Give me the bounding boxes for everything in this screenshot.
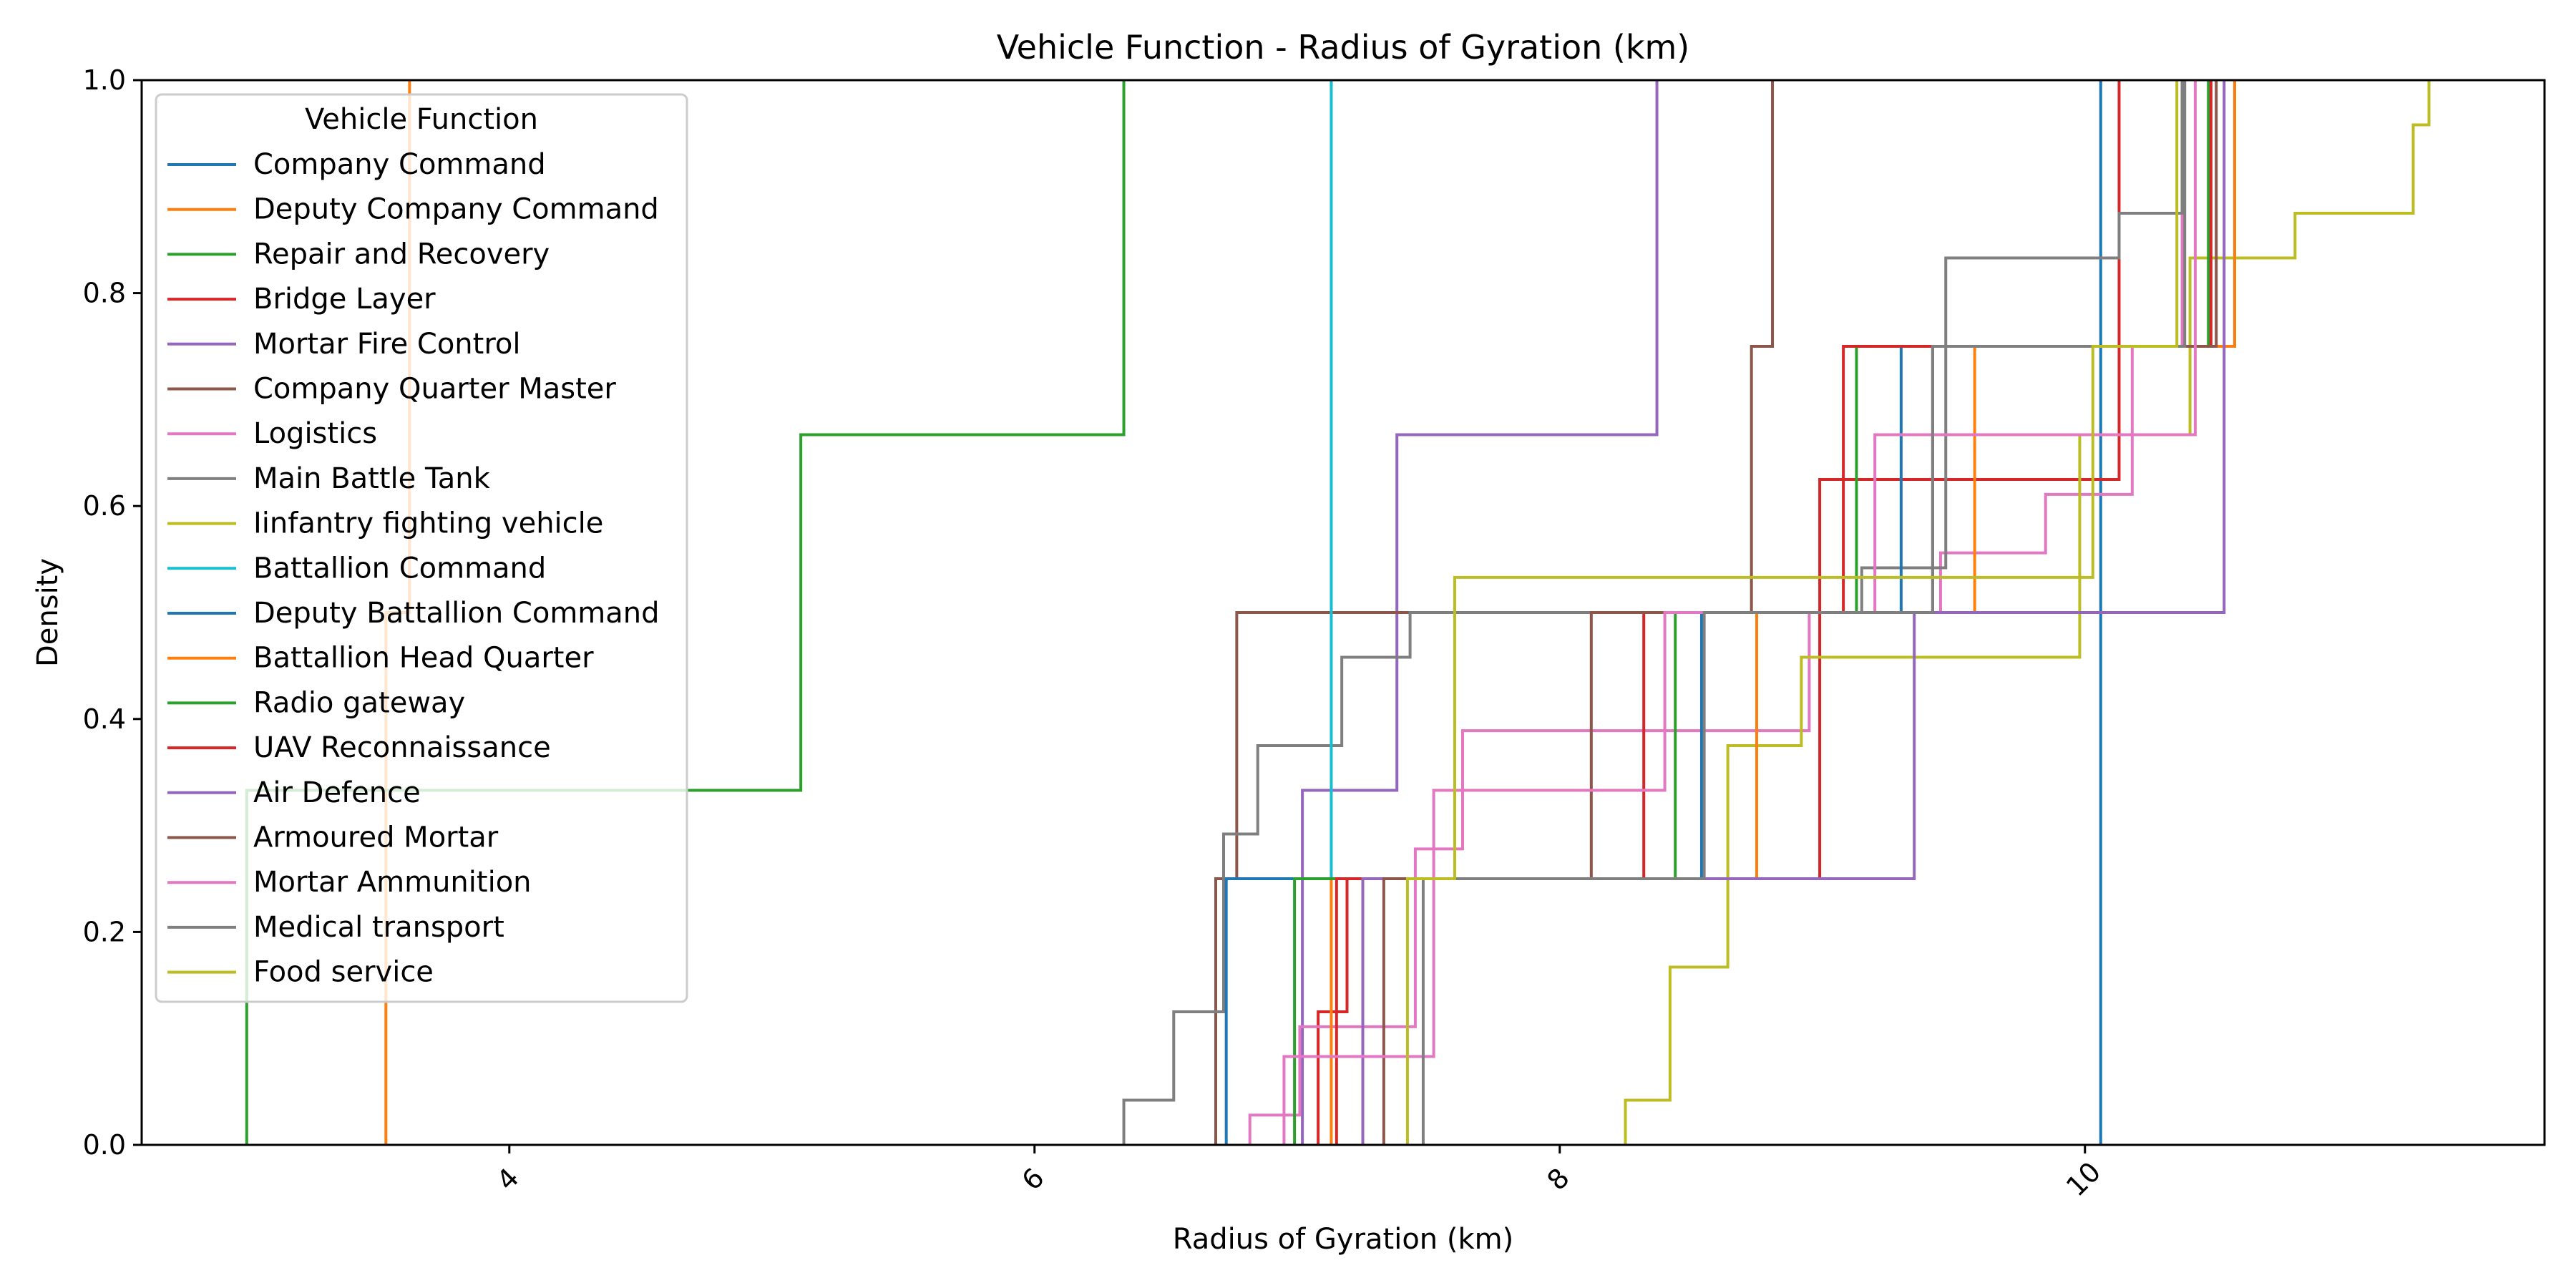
y-axis-label: Density: [31, 558, 64, 667]
legend-label: Mortar Ammunition: [253, 866, 532, 899]
legend-label: Mortar Fire Control: [253, 328, 520, 361]
legend-item: Logistics: [167, 417, 377, 450]
legend-label: Bridge Layer: [253, 283, 436, 316]
legend-label: Logistics: [253, 417, 377, 450]
legend-label: Food service: [253, 956, 434, 989]
series-line-8: [1624, 80, 2431, 1145]
x-axis-ticks: 4 6 8 10: [491, 1145, 2107, 1203]
legend-label: Air Defence: [253, 776, 421, 809]
legend-item: Iinfantry fighting vehicle: [167, 507, 603, 540]
y-axis-ticks: 0.0 0.2 0.4 0.6 0.8 1.0: [83, 64, 142, 1161]
legend-label: UAV Reconnaissance: [253, 731, 551, 764]
y-tick-label: 0.2: [83, 916, 126, 947]
legend-label: Repair and Recovery: [253, 238, 550, 270]
x-tick-label: 6: [1016, 1162, 1050, 1196]
legend-item: Company Command: [167, 148, 546, 181]
legend-item: Company Quarter Master: [167, 373, 616, 406]
series-line-7: [1122, 80, 2184, 1145]
legend-item: Main Battle Tank: [167, 462, 491, 495]
legend-item: Mortar Fire Control: [167, 328, 520, 361]
legend-item: Deputy Company Command: [167, 193, 659, 226]
legend-item: Battallion Command: [167, 552, 546, 585]
legend-item: Deputy Battallion Command: [167, 597, 660, 630]
legend-label: Battallion Command: [253, 552, 546, 585]
legend-item: UAV Reconnaissance: [167, 731, 551, 764]
legend-box: [155, 93, 688, 1003]
legend-label: Deputy Battallion Command: [253, 597, 660, 630]
x-axis-label: Radius of Gyration (km): [1173, 1223, 1513, 1256]
y-tick-label: 0.8: [83, 278, 126, 309]
series-line-18: [1405, 80, 2179, 1145]
legend-label: Medical transport: [253, 911, 504, 944]
legend: Vehicle Function Company Command Deputy C…: [155, 93, 688, 1003]
x-tick-label: 8: [1541, 1162, 1576, 1196]
legend-label: Radio gateway: [253, 686, 465, 719]
plot-frame: [140, 79, 2546, 1146]
series-line-16: [1282, 80, 2197, 1145]
legend-label: Company Command: [253, 148, 546, 181]
legend-label: Iinfantry fighting vehicle: [253, 507, 603, 540]
y-tick-label: 1.0: [83, 64, 126, 96]
plot-lines: [245, 80, 2431, 1145]
legend-label: Company Quarter Master: [253, 373, 616, 406]
legend-item: Repair and Recovery: [167, 238, 550, 270]
y-tick-label: 0.6: [83, 490, 126, 522]
legend-item: Battallion Head Quarter: [167, 642, 594, 675]
legend-item: Medical transport: [167, 911, 504, 944]
legend-label: Battallion Head Quarter: [253, 642, 594, 675]
y-tick-label: 0.0: [83, 1129, 126, 1161]
chart-title: Vehicle Function - Radius of Gyration (k…: [997, 28, 1690, 67]
x-tick-label: 10: [2060, 1156, 2107, 1202]
legend-item: Armoured Mortar: [167, 821, 499, 854]
legend-label: Armoured Mortar: [253, 821, 499, 854]
series-line-14: [1361, 80, 2226, 1145]
legend-item: Mortar Ammunition: [167, 866, 532, 899]
legend-item: Radio gateway: [167, 686, 465, 719]
series-line-6: [1248, 80, 2184, 1145]
legend-label: Main Battle Tank: [253, 462, 491, 495]
legend-items: Company Command Deputy Company Command Rep…: [167, 148, 660, 989]
legend-item: Bridge Layer: [167, 283, 436, 316]
legend-item: Air Defence: [167, 776, 421, 809]
y-tick-label: 0.4: [83, 703, 126, 735]
legend-label: Deputy Company Command: [253, 193, 659, 226]
x-tick-label: 4: [491, 1162, 525, 1196]
legend-item: Food service: [167, 956, 434, 989]
legend-title: Vehicle Function: [305, 103, 538, 136]
